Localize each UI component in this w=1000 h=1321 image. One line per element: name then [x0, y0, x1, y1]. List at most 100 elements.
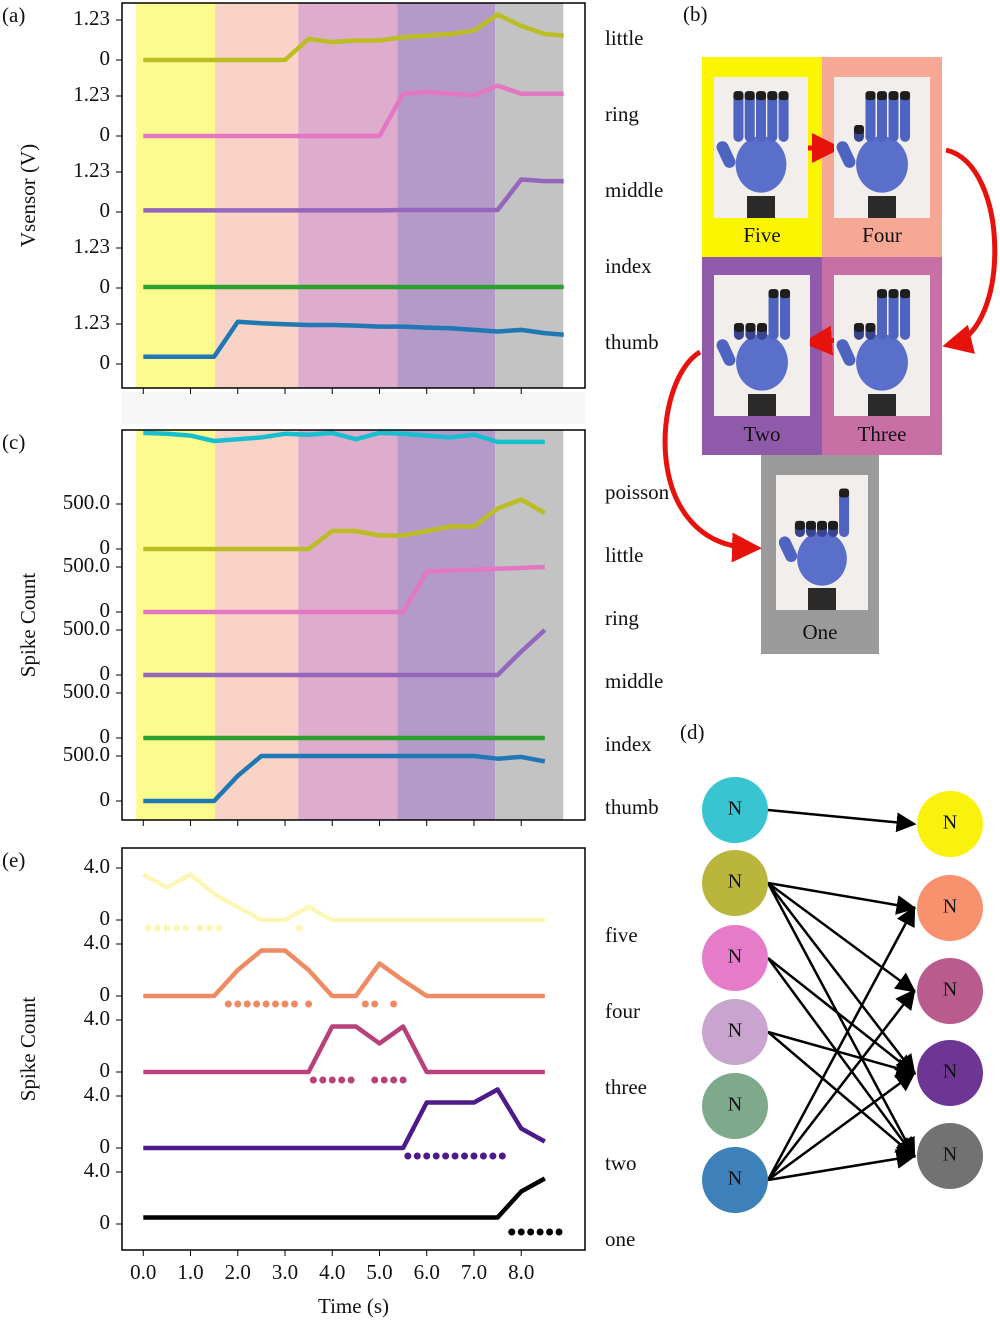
gesture-photo: [714, 275, 810, 416]
y-tick-label: 0: [100, 598, 111, 622]
spike-dot: [461, 1152, 469, 1160]
gesture-label: Five: [743, 223, 780, 247]
node-label: N: [728, 798, 742, 820]
y-tick-label: 0: [100, 661, 111, 685]
spike-dot: [470, 1152, 478, 1160]
spike-dot: [196, 924, 204, 932]
series-line: [143, 497, 546, 552]
panel-label: (a): [2, 3, 25, 27]
output-neuron: [917, 791, 983, 857]
axes-frame: [121, 2, 586, 389]
spike-dot: [527, 1228, 535, 1236]
y-tick-label: 0: [100, 535, 111, 559]
spike-dot: [305, 1000, 313, 1008]
row-label: little: [605, 26, 644, 50]
spike-dot: [338, 1076, 346, 1084]
row-label: five: [605, 923, 638, 947]
finger: [877, 91, 887, 142]
spike-dot: [153, 924, 161, 932]
finger-tip: [733, 322, 744, 332]
phase-band: [136, 3, 216, 388]
hand-base: [868, 196, 896, 218]
finger-tip: [780, 289, 791, 299]
spike-dot: [404, 1152, 412, 1160]
node-label: N: [943, 1061, 957, 1083]
gesture-label: Three: [858, 422, 907, 446]
spike-dot: [144, 924, 152, 932]
finger-tip: [839, 488, 850, 498]
finger: [768, 289, 779, 340]
connection: [767, 957, 916, 1075]
panel-label: (b): [683, 2, 708, 26]
finger-tip: [805, 520, 816, 530]
series-line: [143, 177, 564, 213]
spike-dot: [489, 1152, 497, 1160]
spike-dot: [536, 1228, 544, 1236]
x-tick-label: 0.0: [130, 1260, 156, 1284]
series-line: [143, 564, 545, 615]
y-tick-label: 4.0: [84, 1082, 110, 1106]
finger-tip: [733, 91, 744, 101]
connection: [767, 989, 916, 1181]
hand-palm: [736, 334, 788, 391]
y-tick-label: 0: [100, 787, 111, 811]
row-label: two: [605, 1151, 637, 1175]
spike-dot: [442, 1152, 450, 1160]
spike-dot: [361, 1000, 369, 1008]
spike-dot: [290, 1000, 298, 1008]
node-label: N: [943, 1144, 957, 1166]
series-line: [142, 872, 545, 923]
connection: [767, 1030, 917, 1078]
spike-dot: [399, 1076, 407, 1084]
thumb: [716, 339, 736, 366]
y-axis-label: Spike Count: [16, 997, 40, 1102]
panel-label: (e): [2, 848, 25, 872]
x-tick-label: 6.0: [414, 1260, 440, 1284]
finger-tip: [888, 91, 899, 101]
x-tick-label: 4.0: [319, 1260, 345, 1284]
finger: [900, 91, 911, 142]
spike-dot: [215, 924, 223, 932]
finger-tip: [865, 91, 876, 101]
finger-tip: [877, 289, 887, 299]
y-tick-label: 0: [100, 982, 111, 1006]
thumb: [836, 339, 856, 366]
y-tick-label: 0: [100, 724, 111, 748]
spike-dot: [390, 1076, 398, 1084]
finger-tip: [865, 322, 876, 332]
spike-dot: [423, 1152, 431, 1160]
node-label: N: [728, 1168, 742, 1190]
arrow: [942, 147, 998, 354]
finger: [733, 91, 744, 142]
phase-band: [397, 3, 496, 388]
finger-tip: [744, 91, 755, 101]
hand-base: [747, 196, 775, 218]
finger-tip: [828, 520, 839, 530]
row-label: index: [605, 254, 652, 278]
finger: [888, 289, 899, 340]
spike-dot: [498, 1152, 506, 1160]
series-line: [143, 12, 564, 63]
row-label: middle: [605, 178, 663, 202]
output-neuron: [917, 958, 983, 1024]
finger-tip: [817, 520, 827, 530]
spike-dot: [371, 1076, 379, 1084]
y-axis-label: Spike Count: [16, 573, 40, 678]
row-label: poisson: [605, 480, 670, 504]
connection: [767, 882, 916, 1075]
finger: [888, 91, 899, 142]
y-tick-label: 500.0: [63, 490, 110, 514]
spike-dot: [432, 1152, 440, 1160]
y-tick-label: 4.0: [84, 1158, 110, 1182]
thumb: [778, 536, 798, 563]
node-label: N: [943, 812, 957, 834]
spike-dot: [281, 1000, 289, 1008]
thumb: [716, 141, 736, 168]
y-tick-label: 0: [100, 1210, 111, 1234]
y-tick-label: 0: [100, 1058, 111, 1082]
gesture-label: One: [803, 620, 838, 644]
spike-dot: [243, 1000, 251, 1008]
finger: [767, 91, 778, 142]
finger: [900, 289, 911, 340]
